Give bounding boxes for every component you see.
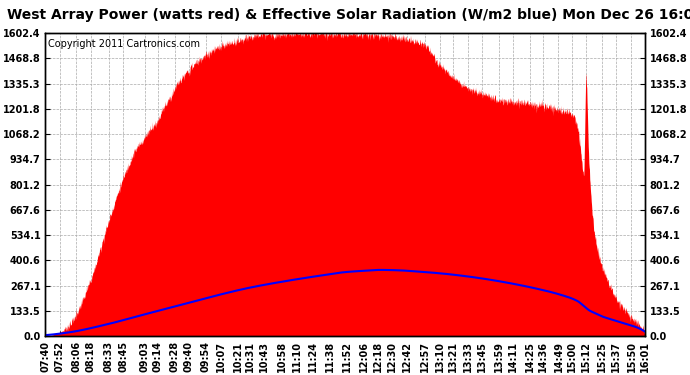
Text: Copyright 2011 Cartronics.com: Copyright 2011 Cartronics.com <box>48 39 200 49</box>
Text: West Array Power (watts red) & Effective Solar Radiation (W/m2 blue) Mon Dec 26 : West Array Power (watts red) & Effective… <box>7 8 690 21</box>
